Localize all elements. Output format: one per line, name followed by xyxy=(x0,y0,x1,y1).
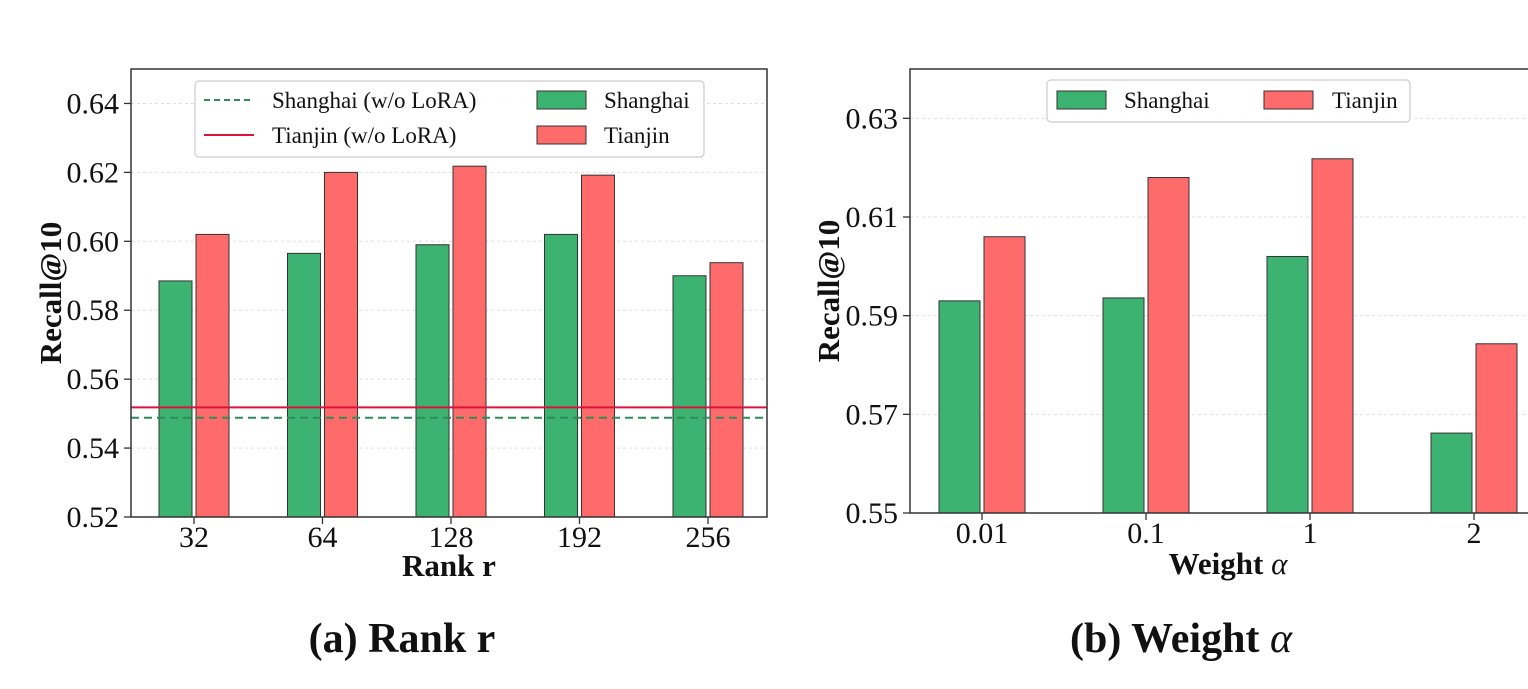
chart-b-legend: Shanghai Tianjin xyxy=(1046,79,1411,123)
bar-tianjin-32 xyxy=(195,233,230,518)
caption-b: (b) Weight α xyxy=(1070,616,1293,662)
bar-tianjin-256 xyxy=(709,262,744,518)
x-tick-label: 0.01 xyxy=(956,517,1009,550)
chart-b-y-axis-title: Recall@10 xyxy=(811,220,846,362)
y-tick-label: 0.58 xyxy=(67,294,120,327)
caption-b-text: (b) Weight xyxy=(1070,616,1270,662)
x-tick-label: 64 xyxy=(308,521,338,554)
y-tick-label: 0.62 xyxy=(67,156,120,189)
y-tick-label: 0.52 xyxy=(67,501,120,534)
bar-shanghai-64 xyxy=(287,252,321,518)
chart-a-bars xyxy=(158,165,744,518)
chart-a-legend: Shanghai (w/o LoRA) Tianjin (w/o LoRA) S… xyxy=(194,80,705,158)
chart-b-x-axis-title: Weight α xyxy=(1169,546,1288,581)
x-tick-label: 256 xyxy=(686,521,731,554)
caption-a: (a) Rank r xyxy=(309,616,496,662)
chart-a-x-axis-title: Rank r xyxy=(402,548,496,583)
chart-b-bars xyxy=(938,158,1518,514)
y-tick-label: 0.56 xyxy=(67,363,120,396)
y-tick-label: 0.59 xyxy=(846,300,899,333)
chart-b-legend-label-tianjin: Tianjin xyxy=(1332,88,1398,113)
bar-shanghai-0-1 xyxy=(1102,297,1145,514)
chart-b: 0.550.570.590.610.63 0.01 0.1 1 2 Weight α … xyxy=(811,68,1528,581)
chart-b-x-axis-title-symbol: α xyxy=(1271,546,1288,581)
y-tick-label: 0.61 xyxy=(846,201,899,234)
chart-a-x-ticks: 32 64 128 192 256 xyxy=(179,517,731,554)
y-tick-label: 0.55 xyxy=(846,497,899,530)
bar-shanghai-1 xyxy=(1266,255,1309,514)
x-tick-label: 192 xyxy=(557,521,602,554)
chart-a-legend-label-shanghai-wo-lora: Shanghai (w/o LoRA) xyxy=(272,88,476,113)
y-tick-label: 0.57 xyxy=(846,398,899,431)
bar-tianjin-192 xyxy=(581,174,615,518)
x-tick-label: 32 xyxy=(179,521,209,554)
chart-a-legend-swatch-shanghai xyxy=(536,90,587,110)
x-tick-label: 2 xyxy=(1467,517,1482,550)
chart-b-x-axis-title-text: Weight xyxy=(1169,546,1271,581)
chart-a-y-axis-title: Recall@10 xyxy=(33,222,68,364)
bar-tianjin-64 xyxy=(324,171,358,518)
caption-b-symbol: α xyxy=(1270,616,1293,662)
chart-b-legend-label-shanghai: Shanghai xyxy=(1124,88,1210,113)
y-tick-label: 0.60 xyxy=(67,225,120,258)
chart-b-y-ticks: 0.55 0.57 0.59 0.61 0.63 xyxy=(846,102,910,530)
x-tick-label: 128 xyxy=(429,521,474,554)
bar-shanghai-0-01 xyxy=(938,300,981,514)
bar-shanghai-256 xyxy=(672,275,707,518)
bar-tianjin-0-1 xyxy=(1147,177,1190,514)
bar-tianjin-1 xyxy=(1311,158,1354,514)
chart-a: 0.52 0.54 0.56 0.58 0.60 0.62 0.64 32 64 128 192 2… xyxy=(33,68,768,583)
bar-shanghai-192 xyxy=(544,233,578,518)
chart-a-plot-frame xyxy=(130,68,768,518)
chart-b-legend-swatch-tianjin xyxy=(1263,90,1314,110)
bar-tianjin-0-01 xyxy=(983,236,1026,514)
chart-b-x-ticks: 0.01 0.1 1 2 xyxy=(956,513,1482,550)
x-tick-label: 1 xyxy=(1303,517,1318,550)
chart-b-legend-box xyxy=(1046,79,1411,123)
y-tick-label: 0.54 xyxy=(67,432,120,465)
chart-a-y-ticks: 0.52 0.54 0.56 0.58 0.60 0.62 0.64 xyxy=(67,87,131,534)
chart-b-legend-swatch-shanghai xyxy=(1056,90,1107,110)
chart-a-legend-label-tianjin: Tianjin xyxy=(604,123,670,148)
y-tick-label: 0.63 xyxy=(846,102,899,135)
bar-tianjin-128 xyxy=(452,165,487,518)
chart-a-legend-label-shanghai: Shanghai xyxy=(604,88,690,113)
bar-shanghai-32 xyxy=(158,280,193,518)
bar-shanghai-2 xyxy=(1430,432,1473,514)
x-tick-label: 0.1 xyxy=(1127,517,1165,550)
bar-tianjin-2 xyxy=(1475,343,1518,514)
chart-a-legend-swatch-tianjin xyxy=(536,125,587,145)
chart-a-legend-label-tianjin-wo-lora: Tianjin (w/o LoRA) xyxy=(272,123,456,148)
bar-shanghai-128 xyxy=(415,244,450,518)
chart-b-plot-frame xyxy=(909,68,1528,514)
y-tick-label: 0.64 xyxy=(67,87,120,120)
